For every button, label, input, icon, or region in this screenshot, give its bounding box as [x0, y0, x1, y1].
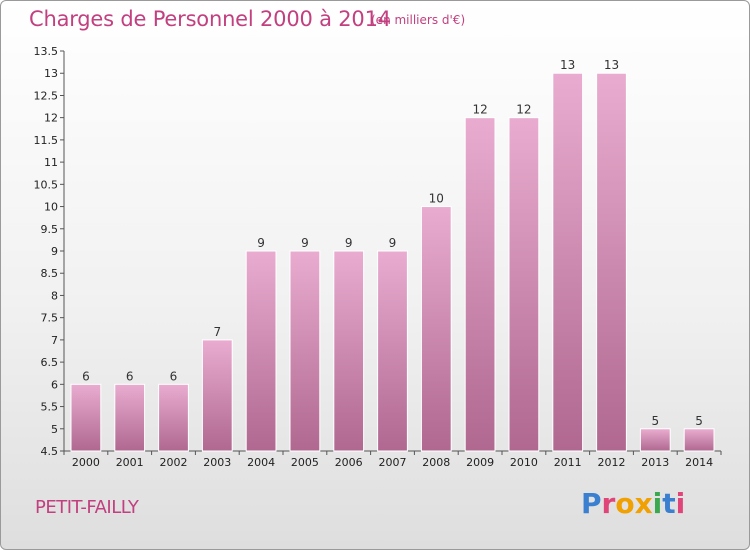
- bar: [596, 72, 627, 452]
- bar: [377, 250, 408, 452]
- bar: [201, 339, 233, 452]
- bar: [420, 206, 452, 452]
- y-tick-label: 13: [44, 67, 58, 80]
- x-tick-label: 2010: [510, 456, 538, 469]
- bar: [289, 250, 321, 452]
- y-tick-label: 9: [51, 245, 58, 258]
- x-tick-label: 2003: [203, 456, 231, 469]
- y-tick-label: 7: [51, 334, 58, 347]
- y-tick-label: 4.5: [41, 445, 59, 458]
- bar-layer: 6 6 6 7 9 9 9 9 10 12 12 13 13 5 5: [70, 58, 715, 452]
- axis-layer: 4.5 5 5.5 6 6.5 7 7.5 8 8.5 9 9.5 10 10.5 11 11.5 12 12.…: [34, 45, 722, 469]
- bar: [245, 250, 277, 452]
- x-tick-label: 2009: [466, 456, 494, 469]
- y-tick-label: 13.5: [34, 45, 59, 58]
- logo-letter: t: [662, 487, 676, 520]
- x-tick-label: 2000: [72, 456, 100, 469]
- bar-value-label: 13: [560, 58, 575, 72]
- x-tick-label: 2004: [247, 456, 275, 469]
- x-tick-label: 2008: [422, 456, 450, 469]
- bar-value-label: 6: [170, 369, 178, 383]
- proxiti-logo: Proxiti: [581, 487, 685, 520]
- logo-letter: i: [652, 487, 663, 520]
- y-tick-label: 10.5: [34, 178, 59, 191]
- logo-letter: r: [601, 487, 616, 520]
- y-tick-label: 6.5: [41, 356, 59, 369]
- y-tick-label: 8.5: [41, 267, 59, 280]
- bar-value-label: 9: [301, 236, 309, 250]
- bar: [683, 428, 715, 452]
- x-tick-label: 2013: [641, 456, 669, 469]
- y-tick-label: 12.5: [34, 89, 59, 102]
- bar-value-label: 9: [389, 236, 397, 250]
- bar-value-label: 9: [257, 236, 265, 250]
- chart-title: Charges de Personnel 2000 à 2014: [29, 7, 391, 31]
- bar-value-label: 10: [429, 192, 444, 206]
- x-tick-label: 2001: [116, 456, 144, 469]
- y-tick-label: 9.5: [41, 223, 59, 236]
- bar: [70, 383, 102, 452]
- bar-value-label: 12: [516, 103, 531, 117]
- logo-letter: P: [581, 487, 602, 520]
- x-tick-label: 2002: [160, 456, 188, 469]
- chart-subtitle: (en milliers d'€): [371, 13, 466, 27]
- bar: [158, 383, 189, 452]
- y-tick-label: 6: [51, 378, 58, 391]
- bar: [639, 428, 671, 452]
- x-tick-label: 2014: [685, 456, 713, 469]
- logo-letter: o: [615, 487, 635, 520]
- y-tick-label: 8: [51, 289, 58, 302]
- logo-letter: i: [675, 487, 686, 520]
- y-tick-label: 5: [51, 423, 58, 436]
- y-tick-label: 10: [44, 201, 58, 214]
- bar: [114, 383, 146, 452]
- bar-value-label: 6: [82, 369, 90, 383]
- bar: [552, 72, 584, 452]
- commune-name: PETIT-FAILLY: [35, 497, 139, 518]
- bar-value-label: 13: [604, 58, 619, 72]
- y-tick-label: 11.5: [34, 134, 59, 147]
- bar-value-label: 6: [126, 369, 134, 383]
- x-tick-label: 2005: [291, 456, 319, 469]
- y-tick-label: 11: [44, 156, 58, 169]
- bar: [464, 117, 496, 452]
- y-tick-label: 7.5: [41, 312, 59, 325]
- x-tick-label: 2006: [335, 456, 363, 469]
- y-tick-label: 5.5: [41, 401, 59, 414]
- bar-value-label: 5: [651, 414, 659, 428]
- x-tick-label: 2007: [379, 456, 407, 469]
- x-tick-label: 2012: [598, 456, 626, 469]
- x-tick-label: 2011: [554, 456, 582, 469]
- logo-letter: x: [634, 487, 653, 520]
- y-tick-label: 12: [44, 112, 58, 125]
- bar-value-label: 5: [695, 414, 703, 428]
- bar-value-label: 7: [213, 325, 221, 339]
- bar: [333, 250, 365, 452]
- bar-value-label: 12: [472, 103, 487, 117]
- bar: [508, 117, 540, 452]
- bar-value-label: 9: [345, 236, 353, 250]
